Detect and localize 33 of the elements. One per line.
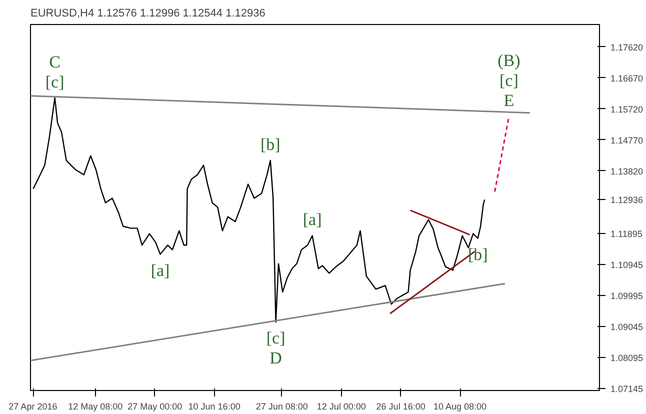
annotation: D: [270, 348, 282, 368]
annotation: [a]: [302, 210, 322, 230]
chart-title: EURUSD,H4 1.12576 1.12996 1.12544 1.12936: [30, 8, 266, 20]
annotation: [b]: [468, 244, 488, 264]
y-tick-label: 1.09045: [610, 322, 644, 332]
annotation: [a]: [150, 260, 170, 280]
x-tick-label: 12 May 08:00: [68, 402, 123, 412]
y-tick-label: 1.09995: [610, 290, 644, 301]
y-tick-label: 1.15720: [610, 104, 644, 114]
annotation: [c]: [500, 70, 518, 90]
y-tick-label: 1.13820: [610, 166, 644, 176]
x-tick-label: 10 Aug 08:00: [434, 402, 487, 412]
annotation: [c]: [266, 328, 286, 348]
annotation: E: [504, 90, 514, 110]
y-tick-label: 1.14770: [610, 135, 644, 146]
x-tick-label: 27 May 00:00: [128, 402, 182, 412]
y-tick-label: 1.12936: [610, 195, 644, 206]
y-tick-label: 1.16670: [610, 73, 644, 84]
x-tick-label: 12 Jul 00:00: [316, 402, 366, 412]
y-tick-label: 1.11895: [610, 229, 642, 240]
y-tick-label: 1.07145: [610, 384, 644, 394]
line-series: [32, 97, 486, 323]
y-tick-label: 1.10945: [610, 260, 644, 270]
x-tick-label: 26 Jul 16:00: [376, 402, 426, 412]
x-tick-label: 27 Apr 2016: [8, 402, 58, 412]
annotation: [c]: [45, 72, 64, 92]
annotation: [b]: [260, 134, 280, 154]
x-tick-label: 10 Jun 16:00: [188, 402, 240, 412]
annotation: (B): [498, 50, 520, 70]
y-tick-label: 1.08095: [610, 352, 644, 363]
annotation: C: [49, 52, 60, 72]
x-tick-label: 27 Jun 08:00: [256, 402, 308, 412]
y-tick-label: 1.17620: [610, 42, 644, 52]
